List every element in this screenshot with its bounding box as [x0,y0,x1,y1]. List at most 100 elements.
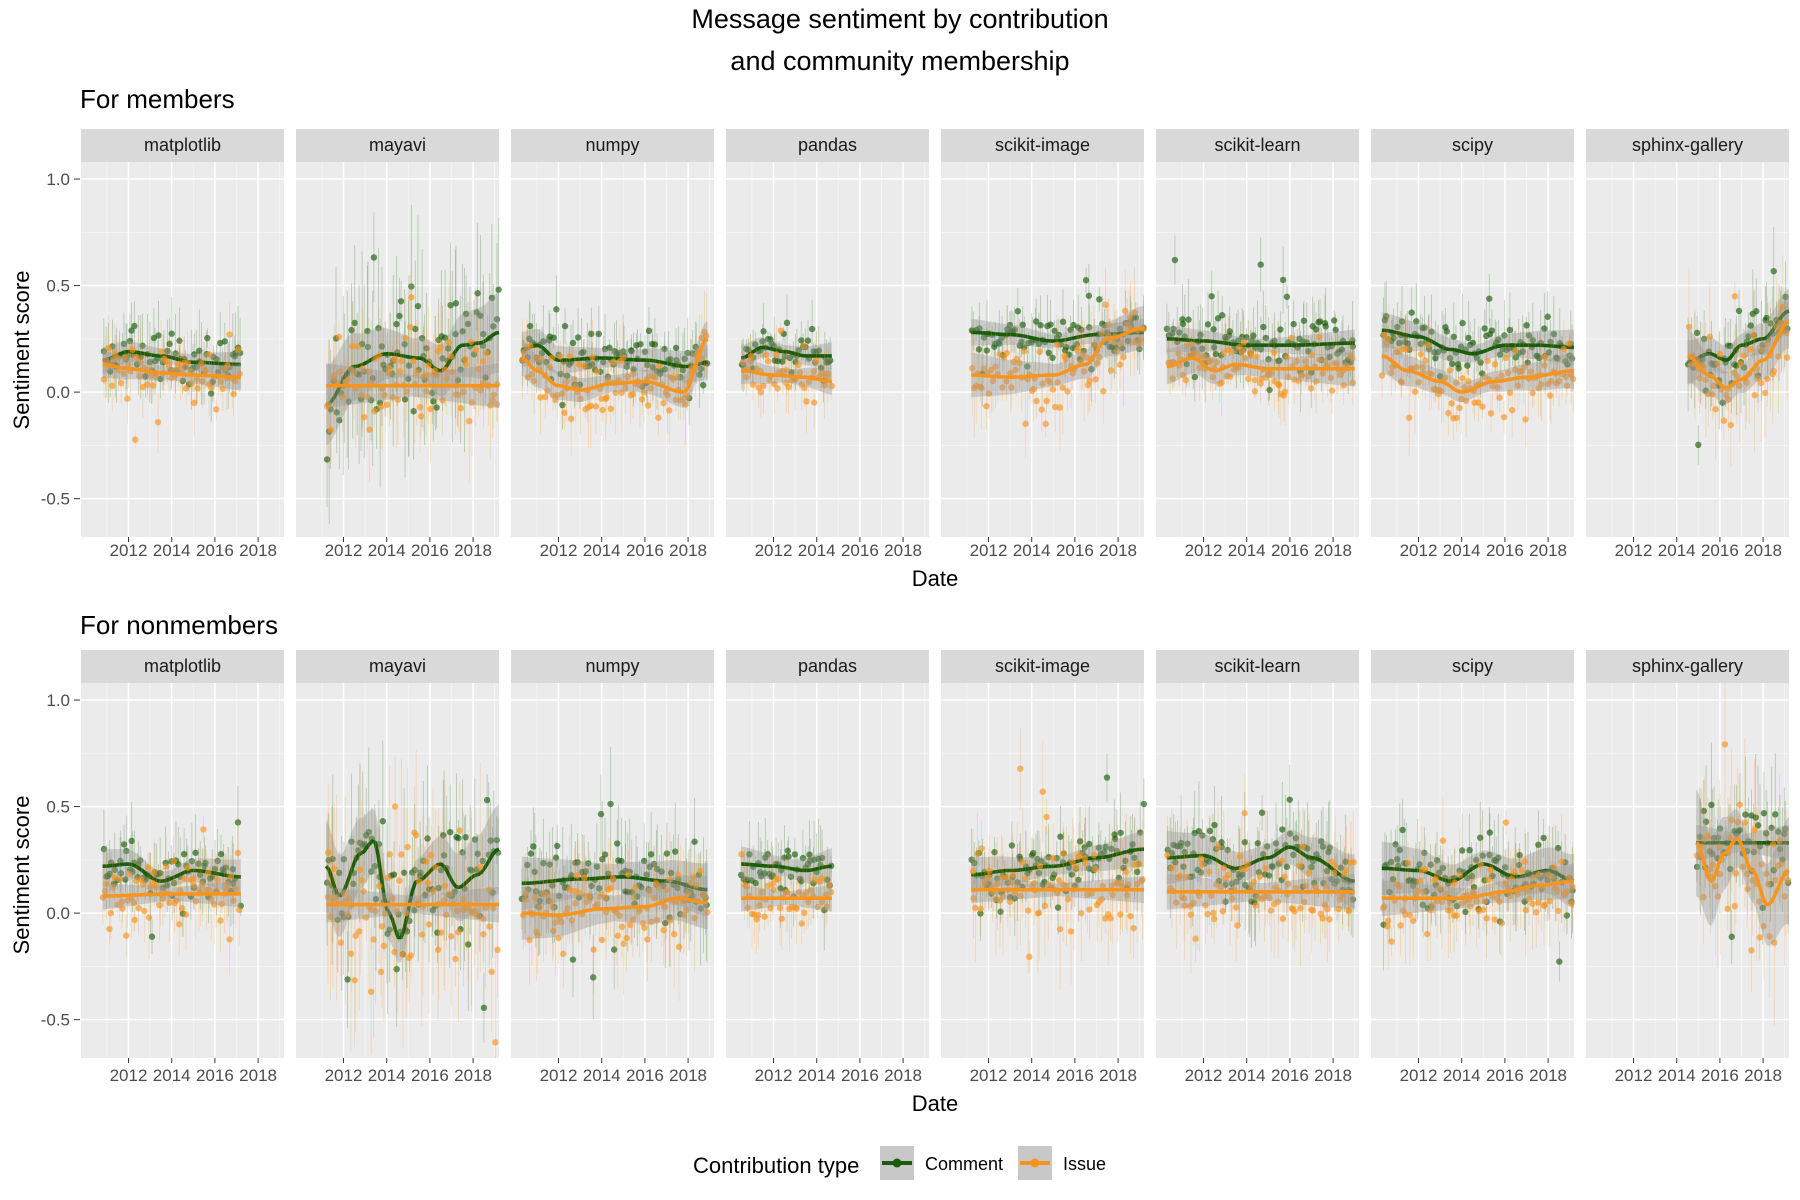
comment-point [672,344,680,352]
x-tick-label: 2016 [626,1066,664,1085]
x-tick-label: 2018 [1529,541,1567,560]
comment-point [128,837,135,845]
issue-point [423,371,430,378]
issue-point [351,977,358,984]
issue-point [192,897,200,905]
issue-point [1220,864,1228,871]
issue-point [383,401,391,409]
issue-point [1512,347,1519,355]
issue-point [490,391,497,398]
x-tick-label: 2012 [110,1066,148,1085]
issue-confidence-band [971,305,1144,398]
issue-point [403,388,410,395]
comment-point [1257,261,1264,268]
comment-point [1394,323,1401,331]
comment-point [490,323,497,330]
comment-point [128,327,135,334]
issue-point [1764,340,1771,347]
issue-point [157,348,165,355]
issue-point [118,898,126,905]
comment-point [1390,334,1397,342]
comment-point [480,1004,488,1012]
comment-point [188,857,196,865]
comment-point [1541,325,1548,332]
comment-point [1206,827,1214,835]
comment-point [333,409,340,416]
comment-point [424,835,431,842]
issue-point [1445,409,1452,417]
issue-point [398,851,405,858]
issue-point [1775,353,1782,360]
issue-point [1296,862,1303,869]
issue-point [1102,301,1109,308]
issue-point [527,342,534,350]
issue-point [119,905,126,912]
issue-point [577,395,584,403]
comment-point [155,332,162,339]
issue-point [803,398,810,405]
issue-point [1036,862,1044,870]
issue-point [1022,420,1029,428]
issue-point [472,346,479,354]
issue-point [1720,417,1728,424]
comment-point [493,316,501,323]
issue-series [739,322,835,434]
comment-point [411,907,418,914]
issue-point [366,426,373,433]
comment-point [1496,351,1504,358]
issue-point [630,370,637,378]
comment-point [1763,314,1770,322]
issue-point [1299,843,1307,851]
x-tick-label: 2014 [798,541,836,560]
issue-point [448,368,456,375]
issue-point [1228,348,1235,355]
issue-point [1207,357,1214,364]
x-tick-label: 2014 [368,541,406,560]
comment-point [559,401,566,409]
issue-point [592,403,600,410]
issue-point [331,865,338,872]
x-tick-label: 2014 [798,1066,836,1085]
issue-point [1498,372,1505,379]
issue-point [603,394,610,401]
comment-point [348,326,355,334]
y-tick-label: 0.0 [46,383,70,402]
issue-point [432,864,439,871]
issue-point [1251,376,1259,384]
issue-point [1127,912,1134,920]
chart-title-line-2: and community membership [730,46,1069,76]
comment-point [1338,346,1346,353]
comment-point [157,375,164,383]
issue-point [232,378,239,385]
issue-point [1241,809,1248,817]
issue-point [738,851,745,858]
issue-point [636,382,644,389]
comment-point [477,312,484,319]
issue-point [230,390,237,398]
issue-point [394,396,402,403]
panel-background [1586,162,1789,537]
comment-point [323,879,331,886]
comment-point [1326,353,1333,361]
comment-point [396,312,403,320]
issue-point [1479,403,1486,410]
comment-point [202,859,209,867]
issue-point [1080,368,1088,375]
comment-point [100,348,108,355]
x-tick-label: 2012 [110,541,148,560]
issue-point [1298,371,1306,379]
comment-point [1464,362,1471,369]
comment-point [600,359,607,366]
comment-point [1262,334,1270,342]
comment-point [975,346,983,353]
comment-point [120,340,128,348]
issue-point [170,857,177,865]
issue-series [1165,313,1356,426]
issue-point [796,369,804,376]
comment-point [474,850,481,858]
nonmembers-facet-row: For nonmembers -0.5 0.0 0.5 1.0 matplotlib 20… [41,610,1792,1085]
comment-point [378,343,386,350]
facet-strip-label: scikit-learn [1214,656,1300,676]
issue-point [177,887,184,894]
